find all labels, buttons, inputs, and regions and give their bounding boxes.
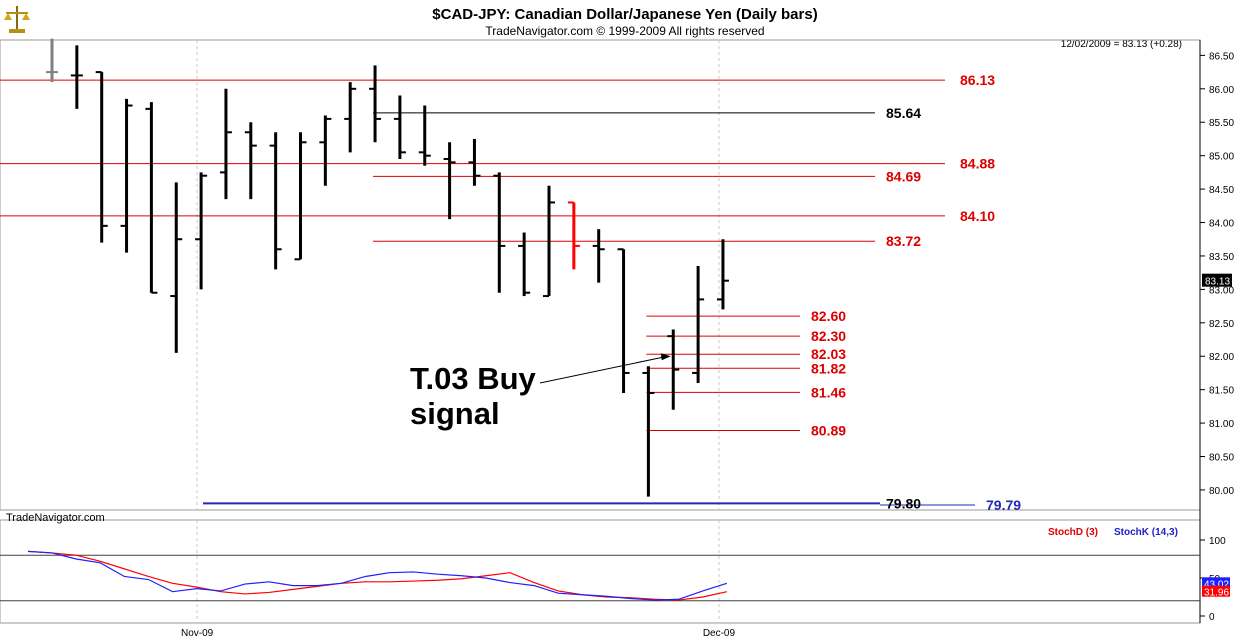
- x-tick-label: Nov-09: [181, 628, 214, 639]
- y-tick-label: 86.00: [1209, 85, 1234, 96]
- y-tick-label: 85.00: [1209, 152, 1234, 163]
- buy-signal-arrow: [539, 356, 663, 384]
- ohlc-bar: [692, 265, 705, 383]
- ohlc-bar: [393, 95, 406, 160]
- y-tick-label: 80.00: [1209, 486, 1234, 497]
- level-label-81.46: 81.46: [811, 384, 846, 400]
- y-tick-label: 84.50: [1209, 185, 1234, 196]
- y-tick-label: 81.50: [1209, 386, 1234, 397]
- ohlc-bar: [468, 138, 481, 186]
- stoch-k-legend: StochK (14,3): [1114, 527, 1178, 538]
- support-label-79.80: 79.80: [886, 495, 921, 511]
- ohlc-bar: [518, 232, 531, 297]
- level-label-83.72: 83.72: [886, 233, 921, 249]
- ohlc-bar: [443, 142, 456, 220]
- ohlc-bar: [95, 71, 108, 243]
- ohlc-bar: [244, 122, 257, 200]
- copyright-text: TradeNavigator.com © 1999-2009 All right…: [485, 24, 764, 38]
- level-label-82.30: 82.30: [811, 328, 846, 344]
- ohlc-bar: [716, 239, 729, 310]
- stoch-d-last-label: 31.96: [1204, 588, 1229, 599]
- ohlc-bar: [592, 229, 605, 283]
- logo-icon: [4, 6, 30, 33]
- y-tick-label: 82.00: [1209, 352, 1234, 363]
- stoch-d-last-box: [1202, 585, 1230, 597]
- last-price-box: [1202, 273, 1232, 287]
- ohlc-bar: [195, 172, 208, 290]
- stoch-series-line: [27, 550, 728, 601]
- level-label-80.89: 80.89: [811, 422, 846, 438]
- level-label-86.13: 86.13: [960, 72, 995, 88]
- ohlc-bar: [145, 102, 158, 294]
- ohlc-bar: [493, 172, 506, 293]
- ohlc-bar: [418, 105, 431, 166]
- stoch-y-tick-label: 0: [1209, 612, 1215, 623]
- last-price-label: 83.13: [1205, 277, 1230, 288]
- chart-title: $CAD-JPY: Canadian Dollar/Japanese Yen (…: [432, 6, 817, 23]
- ohlc-bar: [46, 38, 58, 83]
- level-label-84.88: 84.88: [960, 156, 995, 172]
- ohlc-bar: [70, 45, 83, 109]
- level-label-85.64: 85.64: [886, 105, 921, 121]
- ohlc-bar: [567, 201, 580, 270]
- ohlc-bar: [170, 182, 183, 353]
- arrow-head: [660, 353, 671, 361]
- ohlc-bar: [642, 366, 655, 497]
- y-tick-label: 82.50: [1209, 319, 1234, 330]
- price-readout: 12/02/2009 = 83.13 (+0.28): [1061, 39, 1182, 50]
- y-tick-label: 81.00: [1209, 419, 1234, 430]
- ohlc-bar: [319, 115, 332, 186]
- ohlc-bar: [219, 88, 232, 200]
- y-tick-label: 85.50: [1209, 118, 1234, 129]
- ohlc-bar: [543, 185, 555, 298]
- ohlc-bar: [269, 132, 282, 270]
- y-tick-label: 86.50: [1209, 51, 1234, 62]
- ohlc-bar: [667, 329, 680, 410]
- buy-signal-line-2: signal: [410, 396, 500, 431]
- stoch-k-last-box: [1202, 577, 1230, 589]
- buy-signal-line-1: T.03 Buy: [410, 361, 537, 396]
- y-tick-label: 83.50: [1209, 252, 1234, 263]
- level-label-84.69: 84.69: [886, 168, 921, 184]
- level-label-81.82: 81.82: [811, 360, 846, 376]
- level-label-82.03: 82.03: [811, 346, 846, 362]
- stoch-series-line: [27, 550, 728, 601]
- stoch-panel-frame: [0, 519, 1201, 624]
- ohlc-bar: [369, 65, 382, 143]
- x-tick-label: Dec-09: [703, 628, 736, 639]
- stoch-k-last-label: 43.02: [1204, 579, 1229, 590]
- ohlc-bar: [344, 82, 357, 153]
- ohlc-bar: [120, 98, 133, 253]
- stoch-y-tick-label: 100: [1209, 536, 1226, 547]
- watermark-text: TradeNavigator.com: [6, 512, 105, 524]
- y-tick-label: 83.00: [1209, 285, 1234, 296]
- support-label-79.79: 79.79: [986, 497, 1021, 513]
- y-tick-label: 80.50: [1209, 453, 1234, 464]
- stoch-d-legend: StochD (3): [1048, 527, 1098, 538]
- level-label-82.60: 82.60: [811, 308, 846, 324]
- ohlc-bar: [294, 132, 307, 261]
- ohlc-bar: [617, 248, 630, 394]
- level-label-84.10: 84.10: [960, 208, 995, 224]
- y-tick-label: 84.00: [1209, 219, 1234, 230]
